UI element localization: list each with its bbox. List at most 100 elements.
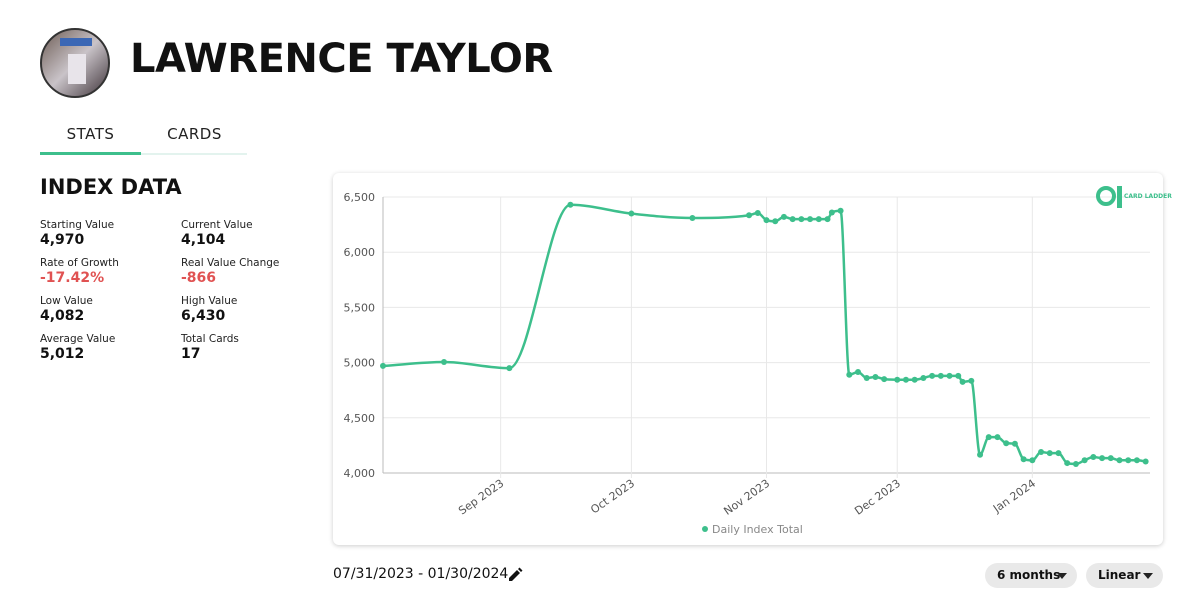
data-point xyxy=(1125,457,1132,464)
tab-indicator xyxy=(40,152,141,155)
date-range: 07/31/2023 - 01/30/2024 xyxy=(333,566,509,582)
y-tick-label: 6,000 xyxy=(344,246,376,259)
data-point xyxy=(881,376,888,383)
data-point xyxy=(1133,457,1140,464)
data-point xyxy=(894,376,901,383)
data-point xyxy=(977,451,984,458)
data-point xyxy=(689,214,696,221)
data-point xyxy=(1003,440,1010,447)
stat-value: -866 xyxy=(181,270,217,286)
stat-value: 6,430 xyxy=(181,308,226,324)
avatar xyxy=(40,28,110,98)
tab[interactable]: CARDS xyxy=(167,125,222,143)
data-point xyxy=(1038,449,1045,456)
stat-value: 17 xyxy=(181,346,201,362)
chart-card xyxy=(333,173,1163,545)
data-point xyxy=(828,209,835,216)
y-tick-label: 5,000 xyxy=(344,357,376,370)
data-point xyxy=(872,373,879,380)
data-point xyxy=(441,359,448,366)
stat-label: Starting Value xyxy=(40,219,115,231)
data-point xyxy=(1020,456,1027,463)
section-title: INDEX DATA xyxy=(40,175,182,199)
data-point xyxy=(837,207,844,214)
logo-mark xyxy=(1117,186,1122,208)
data-point xyxy=(1090,453,1097,460)
y-tick-label: 4,500 xyxy=(344,412,376,425)
x-tick-label: Dec 2023 xyxy=(852,477,903,518)
data-point xyxy=(380,362,386,369)
data-point xyxy=(746,212,753,219)
data-point xyxy=(1055,450,1062,457)
data-point xyxy=(506,365,513,372)
stat-value: 4,970 xyxy=(40,232,85,248)
data-point xyxy=(855,368,862,375)
data-point xyxy=(754,210,761,217)
stat-label: High Value xyxy=(181,295,238,307)
data-point xyxy=(985,434,992,441)
data-point xyxy=(780,213,787,220)
data-point xyxy=(1029,457,1036,464)
stat-value: 4,104 xyxy=(181,232,226,248)
stat-label: Real Value Change xyxy=(181,257,280,269)
caret xyxy=(1143,573,1153,579)
data-point xyxy=(772,218,779,225)
data-point xyxy=(911,376,918,383)
data-point xyxy=(789,216,796,223)
y-tick-label: 4,000 xyxy=(344,467,376,480)
scale-select[interactable]: Linear xyxy=(1086,563,1163,588)
data-point xyxy=(1107,455,1114,462)
data-point xyxy=(959,378,966,385)
stat-label: Current Value xyxy=(181,219,253,231)
data-point xyxy=(955,372,962,379)
x-tick-label: Nov 2023 xyxy=(721,477,772,518)
data-point xyxy=(937,372,944,379)
data-point xyxy=(1011,440,1018,447)
data-point xyxy=(994,434,1001,441)
logo-mark xyxy=(1096,186,1116,206)
data-point xyxy=(798,216,805,223)
stat-value: 4,082 xyxy=(40,308,85,324)
data-point xyxy=(863,375,870,382)
tab-track xyxy=(40,153,247,155)
legend-marker xyxy=(702,526,708,532)
data-point xyxy=(815,216,822,223)
player-name: LAWRENCE TAYLOR xyxy=(130,36,553,82)
caret xyxy=(1057,573,1067,579)
scale: Linear xyxy=(1098,568,1141,582)
stat-value: 5,012 xyxy=(40,346,85,362)
data-point xyxy=(1081,457,1088,464)
stat-value: -17.42% xyxy=(40,270,105,286)
x-tick-label: Sep 2023 xyxy=(456,477,506,518)
data-point xyxy=(1116,457,1123,464)
data-point xyxy=(628,210,635,217)
data-point xyxy=(824,216,831,223)
tab[interactable]: STATS xyxy=(66,125,115,143)
data-point xyxy=(807,216,814,223)
period-select[interactable]: 6 months xyxy=(985,563,1077,588)
stat-label: Total Cards xyxy=(181,333,239,345)
x-tick-label: Jan 2024 xyxy=(990,477,1038,516)
legend-label: Daily Index Total xyxy=(712,523,803,536)
stat-label: Rate of Growth xyxy=(40,257,119,269)
data-point xyxy=(763,217,770,224)
y-tick-label: 5,500 xyxy=(344,301,376,314)
stat-label: Low Value xyxy=(40,295,93,307)
data-point xyxy=(946,372,953,379)
y-tick-label: 6,500 xyxy=(344,191,376,204)
series-line xyxy=(382,203,1146,466)
data-point xyxy=(968,377,975,384)
data-point xyxy=(902,376,909,383)
data-point xyxy=(1072,460,1079,467)
logo-text: CARD LADDER xyxy=(1124,193,1172,200)
data-point xyxy=(1142,458,1149,465)
data-point xyxy=(929,372,936,379)
edit-icon[interactable] xyxy=(507,567,523,583)
stat-label: Average Value xyxy=(40,333,116,345)
data-point xyxy=(920,375,927,382)
data-point xyxy=(567,201,574,208)
data-point xyxy=(1099,455,1106,462)
x-tick-label: Oct 2023 xyxy=(588,477,637,517)
data-point xyxy=(1046,450,1053,457)
